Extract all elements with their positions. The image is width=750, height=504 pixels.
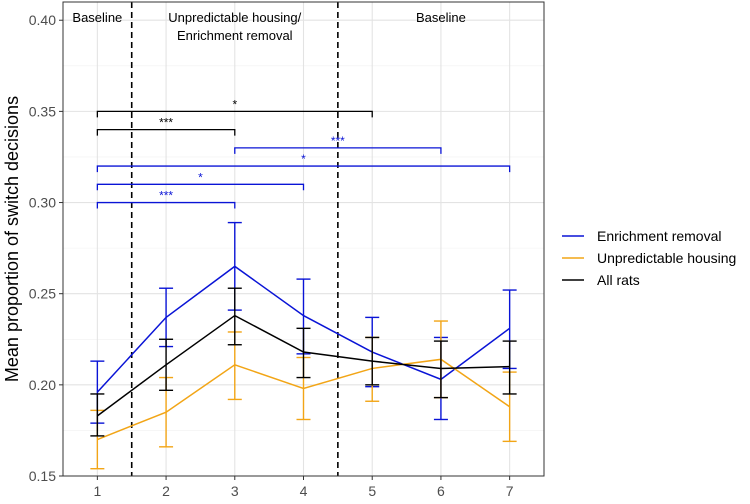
significance-bracket (96, 165, 511, 173)
y-tick-label: 0.40 (29, 12, 56, 28)
y-tick-label: 0.15 (29, 468, 56, 484)
x-tick-label: 1 (93, 483, 101, 499)
significance-bracket (96, 110, 373, 118)
x-axis: 1 2 3 4 5 6 7 (93, 476, 514, 499)
legend: Enrichment removal Unpredictable housing A… (562, 228, 736, 288)
phase-label-line2: Enrichment removal (177, 28, 293, 43)
significance-label: *** (331, 134, 345, 148)
x-tick-label: 3 (231, 483, 239, 499)
significance-bracket (96, 183, 305, 191)
x-tick-label: 7 (506, 483, 514, 499)
legend-label: All rats (597, 272, 640, 288)
significance-bracket (234, 147, 442, 154)
significance-label: *** (159, 116, 173, 130)
significance-bracket (96, 128, 236, 136)
x-tick-label: 5 (368, 483, 376, 499)
significance-label: *** (159, 189, 173, 203)
x-tick-label: 4 (300, 483, 308, 499)
y-tick-label: 0.25 (29, 286, 56, 302)
significance-label: * (232, 97, 237, 111)
y-axis-label: Mean proportion of switch decisions (2, 96, 22, 382)
legend-label: Enrichment removal (597, 228, 722, 244)
significance-bracket (96, 201, 236, 209)
phase-label: Baseline (416, 10, 466, 25)
phase-label: Unpredictable housing/ (168, 10, 301, 25)
y-axis: 0.15 0.20 0.25 0.30 0.35 0.40 (29, 12, 63, 484)
series-lines (90, 221, 517, 470)
y-tick-label: 0.20 (29, 377, 56, 393)
phase-dividers (130, 2, 339, 476)
y-tick-label: 0.35 (29, 103, 56, 119)
y-tick-label: 0.30 (29, 195, 56, 211)
phase-labels: Baseline Unpredictable housing/Enrichment… (72, 10, 465, 43)
significance-label: * (301, 152, 306, 166)
legend-label: Unpredictable housing (597, 250, 736, 266)
significance-label: * (198, 170, 203, 184)
significance-brackets: ************ (96, 97, 511, 209)
phase-label: Baseline (72, 10, 122, 25)
x-tick-label: 6 (437, 483, 445, 499)
x-tick-label: 2 (162, 483, 170, 499)
